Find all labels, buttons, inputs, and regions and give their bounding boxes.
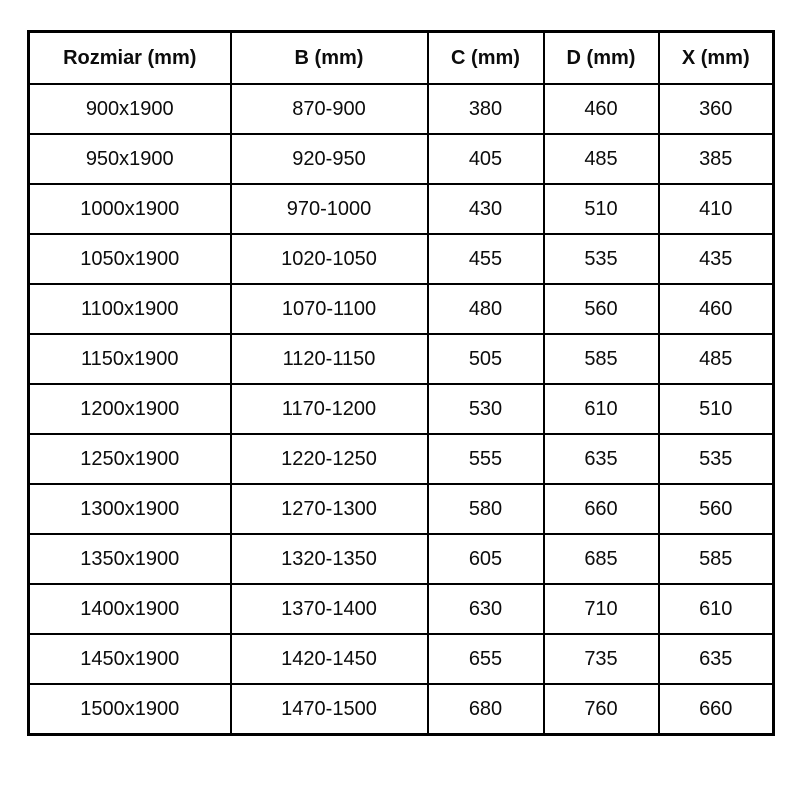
table-cell: 655 bbox=[426, 633, 545, 685]
table-cell: 510 bbox=[657, 383, 775, 435]
table-cell: 560 bbox=[542, 283, 660, 335]
table-cell: 360 bbox=[657, 83, 775, 135]
table-row: 1300x1900 1270-1300 580 660 560 bbox=[27, 483, 775, 535]
table-cell: 950x1900 bbox=[27, 133, 232, 185]
table-cell: 660 bbox=[542, 483, 660, 535]
table-cell: 1370-1400 bbox=[229, 583, 429, 635]
table-cell: 685 bbox=[542, 533, 660, 585]
table-cell: 460 bbox=[657, 283, 775, 335]
table-body: 900x1900 870-900 380 460 360 950x1900 920-950 4… bbox=[27, 83, 775, 736]
table-cell: 1400x1900 bbox=[27, 583, 232, 635]
table-cell: 405 bbox=[426, 133, 545, 185]
column-header-x: X (mm) bbox=[657, 30, 775, 85]
table-row: 1350x1900 1320-1350 605 685 585 bbox=[27, 533, 775, 585]
table-cell: 385 bbox=[657, 133, 775, 185]
table-cell: 760 bbox=[542, 683, 660, 736]
table-cell: 970-1000 bbox=[229, 183, 429, 235]
table-cell: 485 bbox=[542, 133, 660, 185]
table-cell: 1150x1900 bbox=[27, 333, 232, 385]
table-cell: 510 bbox=[542, 183, 660, 235]
table-cell: 710 bbox=[542, 583, 660, 635]
table-cell: 505 bbox=[426, 333, 545, 385]
table-cell: 380 bbox=[426, 83, 545, 135]
table-cell: 1200x1900 bbox=[27, 383, 232, 435]
table-cell: 1120-1150 bbox=[229, 333, 429, 385]
table-cell: 1420-1450 bbox=[229, 633, 429, 685]
table-cell: 460 bbox=[542, 83, 660, 135]
table-cell: 610 bbox=[657, 583, 775, 635]
table-cell: 1220-1250 bbox=[229, 433, 429, 485]
table-cell: 1020-1050 bbox=[229, 233, 429, 285]
table-cell: 535 bbox=[657, 433, 775, 485]
table-cell: 455 bbox=[426, 233, 545, 285]
table-cell: 530 bbox=[426, 383, 545, 435]
table-row: 1250x1900 1220-1250 555 635 535 bbox=[27, 433, 775, 485]
table-cell: 635 bbox=[542, 433, 660, 485]
table-cell: 630 bbox=[426, 583, 545, 635]
table-cell: 585 bbox=[542, 333, 660, 385]
table-row: 1200x1900 1170-1200 530 610 510 bbox=[27, 383, 775, 435]
table-cell: 1470-1500 bbox=[229, 683, 429, 736]
table-cell: 1320-1350 bbox=[229, 533, 429, 585]
table-cell: 920-950 bbox=[229, 133, 429, 185]
size-table-container: Rozmiar (mm) B (mm) C (mm) D (mm) X (mm)… bbox=[27, 30, 775, 736]
table-cell: 1000x1900 bbox=[27, 183, 232, 235]
table-cell: 1170-1200 bbox=[229, 383, 429, 435]
table-cell: 555 bbox=[426, 433, 545, 485]
table-cell: 430 bbox=[426, 183, 545, 235]
table-cell: 660 bbox=[657, 683, 775, 736]
table-row: 1050x1900 1020-1050 455 535 435 bbox=[27, 233, 775, 285]
table-row: 1450x1900 1420-1450 655 735 635 bbox=[27, 633, 775, 685]
table-row: 900x1900 870-900 380 460 360 bbox=[27, 83, 775, 135]
table-row: 1100x1900 1070-1100 480 560 460 bbox=[27, 283, 775, 335]
table-cell: 560 bbox=[657, 483, 775, 535]
table-row: 1150x1900 1120-1150 505 585 485 bbox=[27, 333, 775, 385]
table-cell: 1300x1900 bbox=[27, 483, 232, 535]
table-cell: 1270-1300 bbox=[229, 483, 429, 535]
table-cell: 485 bbox=[657, 333, 775, 385]
table-cell: 610 bbox=[542, 383, 660, 435]
table-cell: 1070-1100 bbox=[229, 283, 429, 335]
column-header-b: B (mm) bbox=[229, 30, 429, 85]
header-row: Rozmiar (mm) B (mm) C (mm) D (mm) X (mm) bbox=[27, 30, 775, 85]
table-cell: 1500x1900 bbox=[27, 683, 232, 736]
table-cell: 1250x1900 bbox=[27, 433, 232, 485]
table-cell: 900x1900 bbox=[27, 83, 232, 135]
table-cell: 870-900 bbox=[229, 83, 429, 135]
table-cell: 680 bbox=[426, 683, 545, 736]
table-row: 1500x1900 1470-1500 680 760 660 bbox=[27, 683, 775, 736]
size-table: Rozmiar (mm) B (mm) C (mm) D (mm) X (mm)… bbox=[27, 30, 775, 736]
table-cell: 1050x1900 bbox=[27, 233, 232, 285]
table-cell: 480 bbox=[426, 283, 545, 335]
table-cell: 1450x1900 bbox=[27, 633, 232, 685]
column-header-c: C (mm) bbox=[426, 30, 545, 85]
table-cell: 410 bbox=[657, 183, 775, 235]
table-row: 950x1900 920-950 405 485 385 bbox=[27, 133, 775, 185]
table-cell: 635 bbox=[657, 633, 775, 685]
table-cell: 605 bbox=[426, 533, 545, 585]
table-cell: 585 bbox=[657, 533, 775, 585]
table-cell: 535 bbox=[542, 233, 660, 285]
table-cell: 1350x1900 bbox=[27, 533, 232, 585]
table-cell: 735 bbox=[542, 633, 660, 685]
table-row: 1400x1900 1370-1400 630 710 610 bbox=[27, 583, 775, 635]
column-header-rozmiar: Rozmiar (mm) bbox=[27, 30, 232, 85]
column-header-d: D (mm) bbox=[542, 30, 660, 85]
table-cell: 1100x1900 bbox=[27, 283, 232, 335]
table-cell: 435 bbox=[657, 233, 775, 285]
table-row: 1000x1900 970-1000 430 510 410 bbox=[27, 183, 775, 235]
table-cell: 580 bbox=[426, 483, 545, 535]
